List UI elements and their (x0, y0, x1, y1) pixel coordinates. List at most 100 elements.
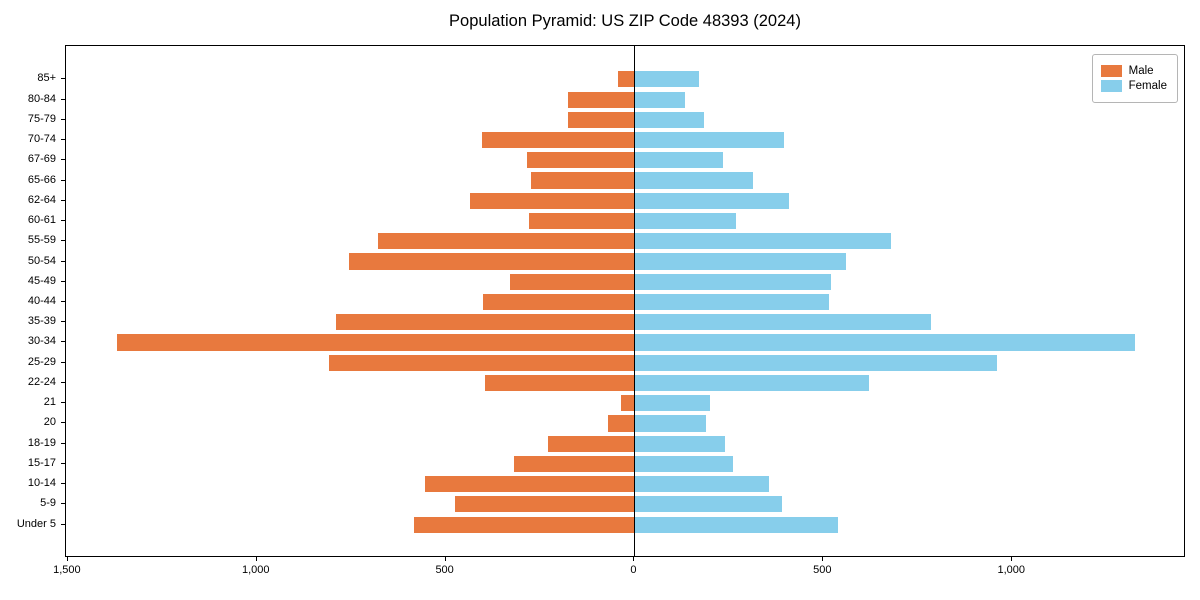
y-axis-label-45-49: 45-49 (27, 274, 56, 287)
bar-female-21 (634, 395, 711, 412)
legend-entry-male: Male (1100, 65, 1167, 77)
bar-female-5-9 (634, 496, 782, 513)
y-tick (61, 503, 65, 505)
bar-male-22-24 (485, 374, 635, 392)
bar-female-60-61 (634, 212, 737, 230)
x-axis-label-1,000: 1,000 (241, 564, 270, 576)
bar-male-21 (621, 395, 635, 412)
y-axis-label-85+: 85+ (37, 72, 56, 85)
y-axis-label-80-84: 80-84 (27, 92, 56, 105)
y-axis-label-62-64: 62-64 (27, 193, 56, 206)
bar-female-62-64 (634, 192, 790, 209)
y-axis-label-55-59: 55-59 (27, 234, 56, 247)
bar-female-20 (634, 415, 707, 432)
y-axis-label-25-29: 25-29 (27, 355, 56, 368)
y-tick (61, 523, 65, 525)
y-axis-label-5-9: 5-9 (40, 497, 56, 510)
y-axis-label-18-19: 18-19 (27, 436, 56, 449)
bar-male-10-14 (424, 476, 635, 493)
bar-male-18-19 (547, 435, 635, 452)
bar-female-10-14 (634, 476, 769, 493)
bar-female-65-66 (634, 172, 754, 189)
male-legend-swatch (1100, 65, 1122, 77)
y-tick (61, 260, 65, 262)
bar-female-Under 5 (634, 516, 839, 533)
y-axis-label-70-74: 70-74 (27, 133, 56, 146)
bar-female-45-49 (634, 273, 831, 290)
y-tick (61, 462, 65, 464)
y-axis-label-50-54: 50-54 (27, 254, 56, 267)
y-axis-label-75-79: 75-79 (27, 112, 56, 125)
y-tick (61, 220, 65, 222)
y-tick (61, 179, 65, 181)
bar-male-20 (608, 415, 635, 432)
bar-female-22-24 (634, 374, 869, 392)
bar-male-5-9 (455, 496, 635, 513)
bar-male-Under 5 (413, 516, 635, 533)
bar-female-80-84 (634, 91, 686, 108)
female-legend-swatch (1100, 80, 1122, 92)
bar-male-70-74 (481, 132, 635, 149)
y-tick (61, 341, 65, 343)
bar-male-40-44 (483, 293, 635, 311)
bar-female-85+ (634, 71, 699, 88)
plot-area: Male Female (65, 45, 1185, 557)
y-axis-label-40-44: 40-44 (27, 295, 56, 307)
x-axis-label-0: 0 (630, 564, 637, 576)
bar-male-60-61 (528, 212, 635, 230)
x-tick (822, 557, 824, 561)
bar-female-15-17 (634, 455, 733, 472)
bar-female-50-54 (634, 253, 847, 270)
legend: Male Female (1091, 54, 1178, 103)
bar-male-75-79 (568, 111, 635, 128)
legend-entry-female: Female (1100, 80, 1167, 92)
bar-female-35-39 (634, 314, 931, 331)
y-tick (61, 280, 65, 282)
bar-male-50-54 (349, 253, 635, 270)
x-tick (444, 557, 446, 561)
bar-female-25-29 (634, 354, 998, 371)
bar-male-80-84 (568, 91, 635, 108)
y-axis-label-21: 21 (43, 396, 56, 409)
bar-male-85+ (617, 71, 635, 88)
y-axis-label-60-61: 60-61 (27, 214, 56, 227)
y-tick (61, 301, 65, 302)
y-tick (61, 118, 65, 120)
y-tick (61, 483, 65, 485)
bar-male-15-17 (513, 455, 635, 472)
bar-male-55-59 (377, 233, 635, 250)
bar-female-55-59 (634, 233, 892, 250)
x-tick (255, 557, 257, 561)
x-axis-label-500: 500 (435, 564, 454, 576)
y-tick (61, 442, 65, 444)
y-axis-label-10-14: 10-14 (27, 477, 56, 490)
y-tick (61, 422, 65, 424)
bar-male-30-34 (116, 334, 635, 351)
bar-male-25-29 (328, 354, 635, 371)
bar-female-75-79 (634, 111, 705, 128)
y-axis-label-15-17: 15-17 (27, 456, 56, 469)
y-tick (61, 240, 65, 242)
y-tick (61, 159, 65, 161)
y-axis-label-22-24: 22-24 (27, 375, 56, 388)
bar-female-40-44 (634, 293, 830, 311)
y-axis-label-65-66: 65-66 (27, 173, 56, 186)
y-axis-label-35-39: 35-39 (27, 315, 56, 328)
bar-male-65-66 (530, 172, 635, 189)
x-axis-label-1,000: 1,000 (997, 564, 1025, 576)
y-tick (61, 98, 65, 100)
bar-female-70-74 (634, 132, 784, 149)
y-tick (61, 321, 65, 323)
y-tick (61, 381, 65, 383)
bar-male-35-39 (336, 314, 635, 331)
y-axis-label-Under 5: Under 5 (16, 517, 56, 530)
x-axis-label-1,500: 1,500 (53, 564, 81, 576)
y-axis-label-30-34: 30-34 (27, 335, 56, 348)
x-tick (633, 557, 635, 561)
y-tick (61, 139, 65, 141)
bar-female-30-34 (634, 334, 1135, 351)
y-tick (61, 78, 65, 80)
y-tick (61, 199, 65, 201)
chart-title: Population Pyramid: US ZIP Code 48393 (2… (449, 12, 801, 30)
